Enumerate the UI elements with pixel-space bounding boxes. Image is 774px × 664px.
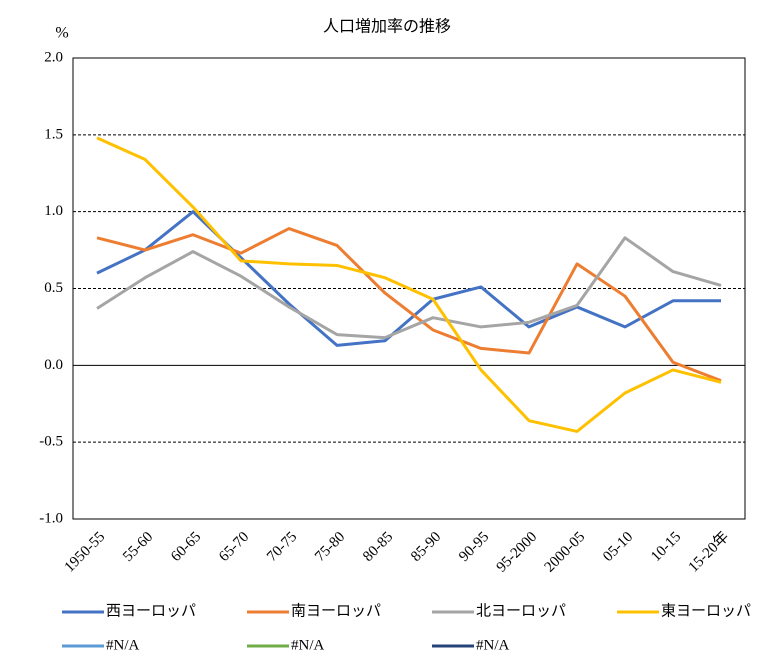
x-tick-label: 60-65 [168,529,204,565]
legend-label: 東ヨーロッパ [661,602,751,619]
x-tick-label: 05-10 [600,529,636,565]
legend-label: #N/A [291,637,325,653]
y-tick-label: -1.0 [39,510,63,526]
y-tick-label: 2.0 [44,49,63,65]
series-line [96,236,722,340]
x-tick-label: 90-95 [456,529,492,565]
y-tick-label: 0.0 [44,357,63,373]
x-tick-label: 15-20年 [685,528,732,575]
x-tick-label: 10-15 [648,529,684,565]
x-tick-label: 65-70 [216,529,252,565]
series-line [96,136,722,433]
x-tick-label: 1950-55 [62,529,109,576]
y-unit: % [55,25,68,42]
x-tick-label: 70-75 [264,529,300,565]
legend-label: #N/A [476,637,510,653]
legend-label: #N/A [106,637,140,653]
legend-label: 西ヨーロッパ [106,602,196,619]
y-tick-label: 1.0 [44,203,63,219]
x-tick-label: 95-2000 [494,529,541,576]
x-tick-label: 85-90 [408,529,444,565]
series-line [96,227,722,383]
x-tick-label: 75-80 [312,529,348,565]
legend-label: 南ヨーロッパ [291,602,381,619]
y-tick-label: -0.5 [39,434,63,450]
chart-title: 人口増加率の推移 [323,18,451,36]
x-tick-label: 55-60 [120,529,156,565]
y-tick-label: 1.5 [44,126,63,142]
x-tick-label: 80-85 [360,529,396,565]
y-tick-label: 0.5 [44,280,63,296]
series-line [96,210,721,347]
plot-border [72,57,746,520]
x-tick-label: 2000-05 [542,529,589,576]
legend-label: 北ヨーロッパ [476,602,566,619]
